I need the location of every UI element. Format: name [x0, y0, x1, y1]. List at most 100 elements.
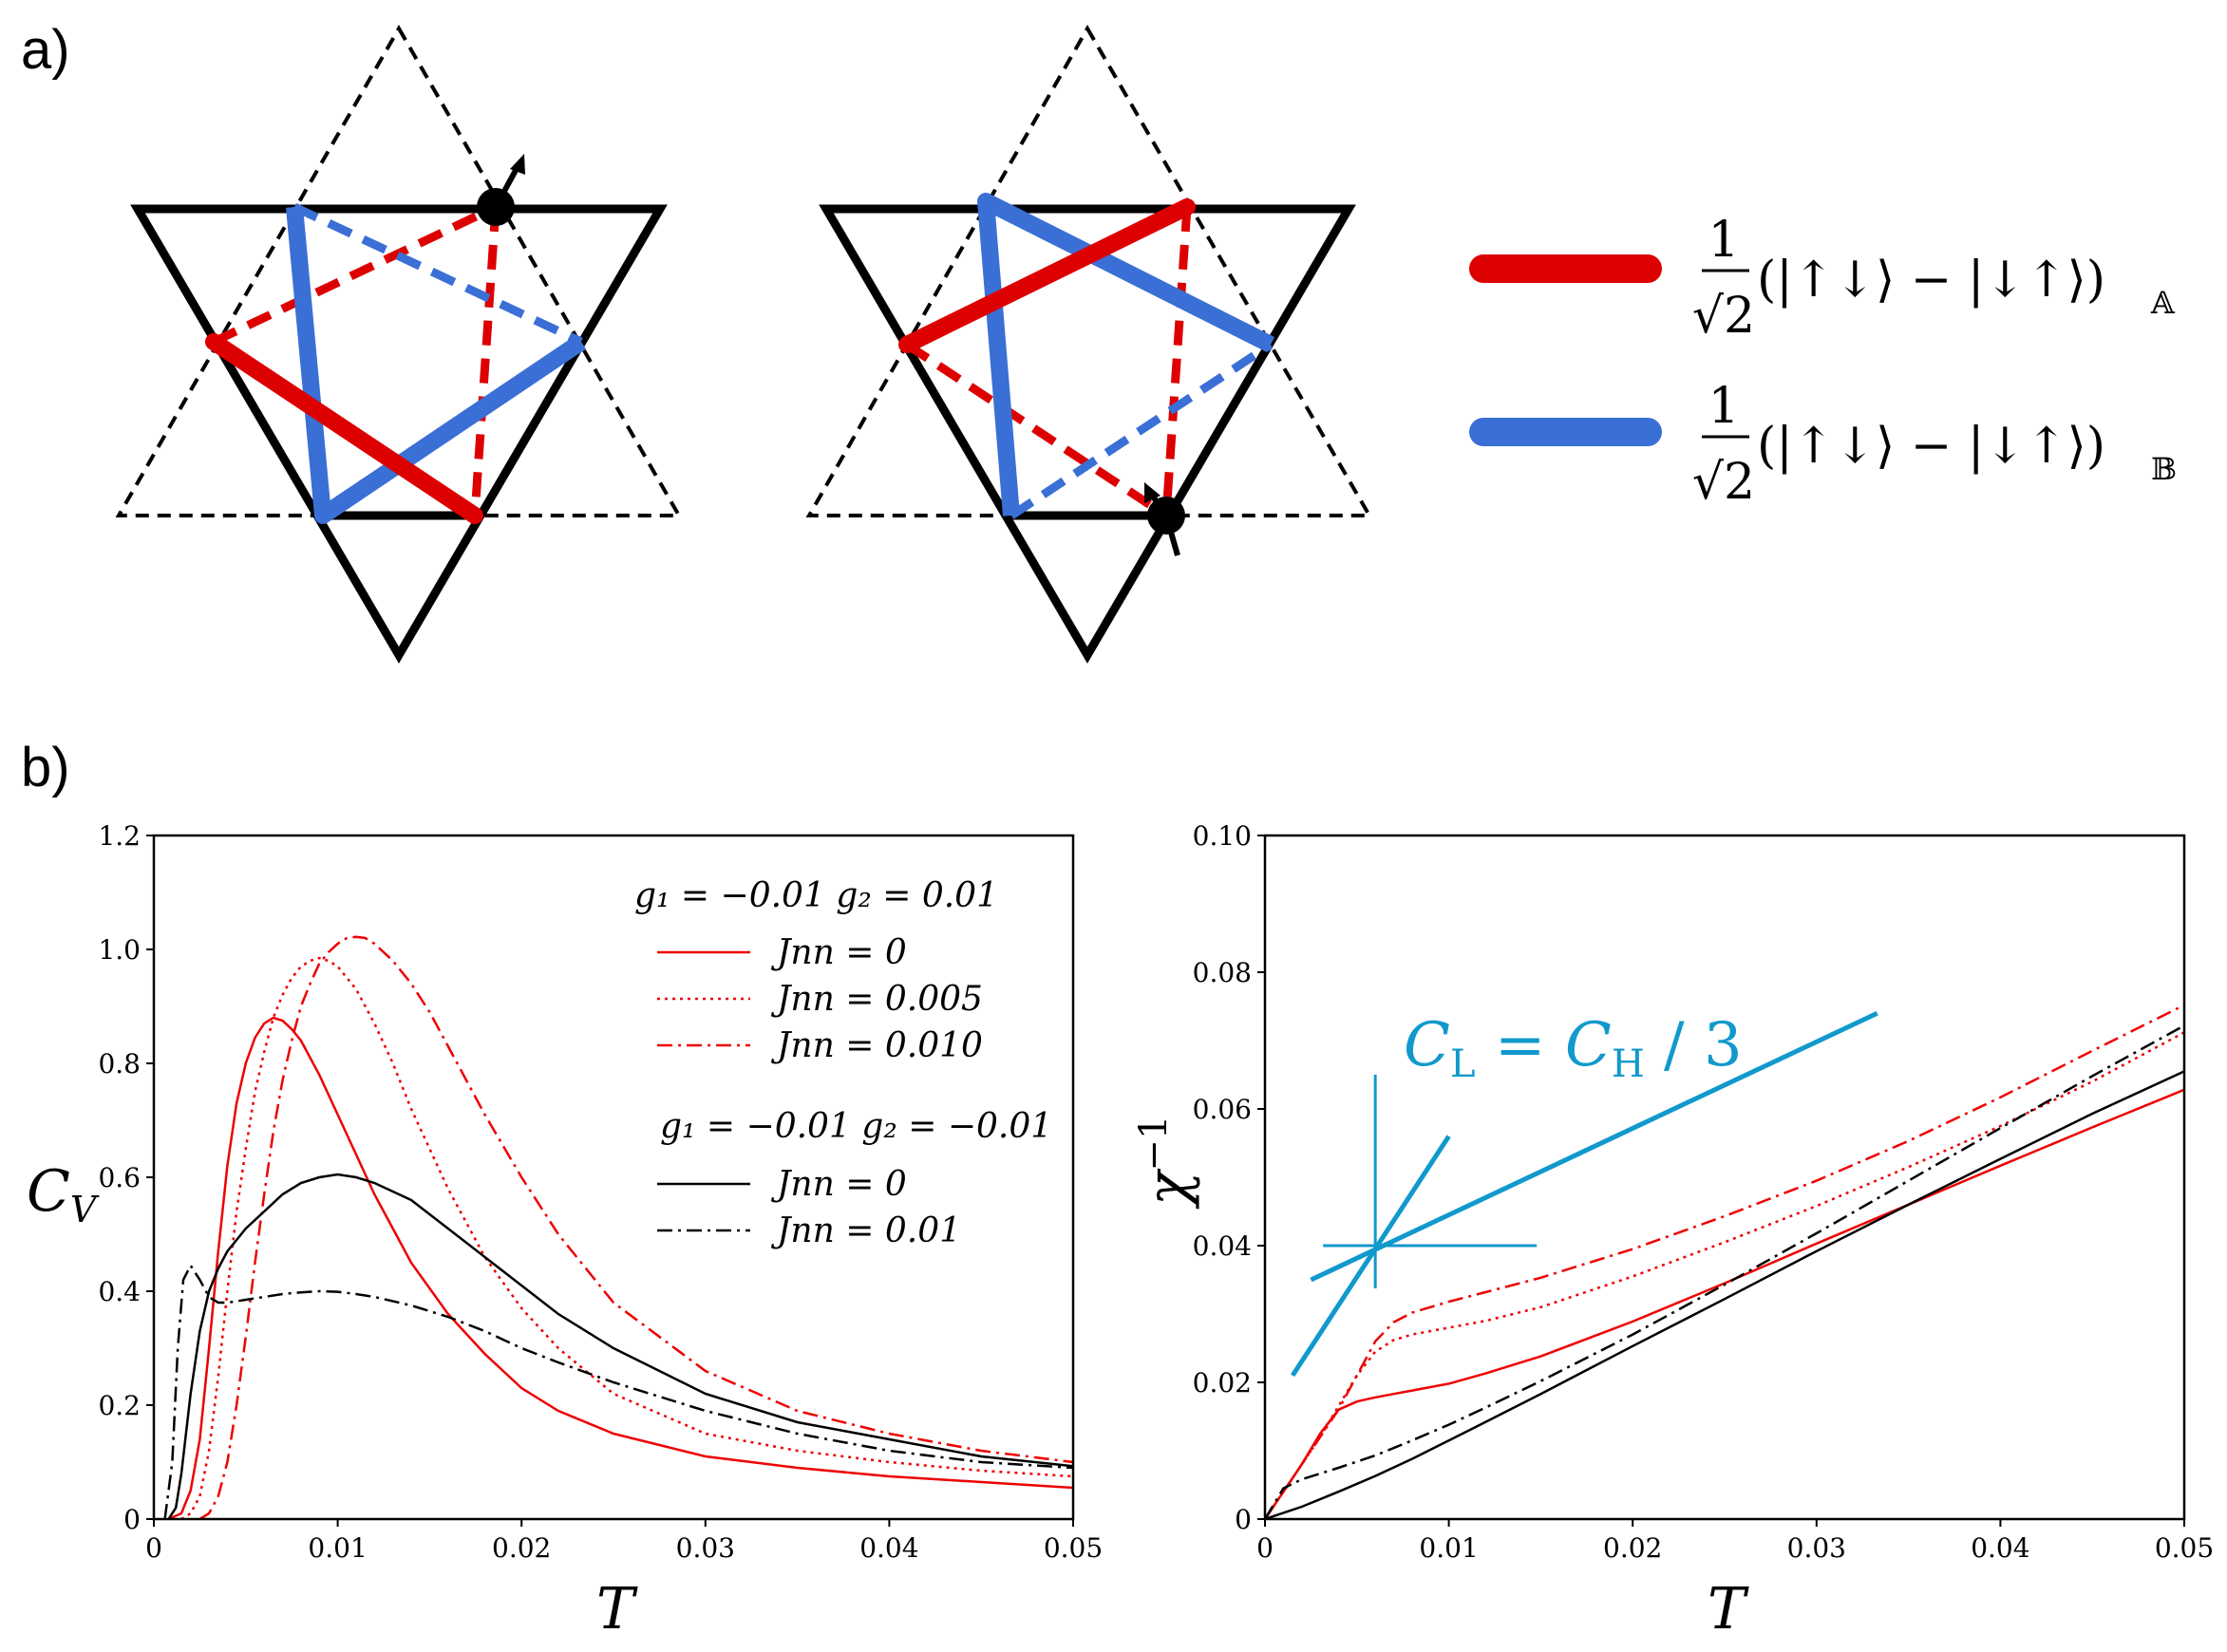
- legend-red-denominator: √2: [1692, 288, 1755, 345]
- chi-ytick-label: 0.08: [1193, 957, 1252, 988]
- cv-ytick-label: 0.8: [98, 1048, 141, 1079]
- cv-legend-label: Jnn = 0.005: [770, 980, 983, 1019]
- chi-xtick-label: 0.01: [1419, 1532, 1478, 1564]
- legend-red-state: (|↑↓⟩ − |↓↑⟩): [1757, 252, 2105, 309]
- dashed-triangle-up: [115, 24, 683, 517]
- cv-xtick-label: 0.05: [1044, 1532, 1103, 1564]
- annot-h: H: [1612, 1042, 1645, 1086]
- kagome-star-right: [805, 24, 1373, 664]
- spin-arrow: [1163, 515, 1180, 556]
- cv-legend-group1-title: g₁ = −0.01 g₂ = 0.01: [634, 876, 998, 915]
- chi-ytick-label: 0.10: [1193, 820, 1252, 852]
- cv-series-4: [163, 1263, 1073, 1519]
- chi-series-0: [1265, 1088, 2184, 1519]
- chi-ytick-label: 0.06: [1193, 1094, 1252, 1125]
- chi-series-4: [1265, 1024, 2184, 1519]
- annot-div: / 3: [1645, 1010, 1743, 1080]
- chi-annotation-label: CL = CH / 3: [1404, 1010, 1743, 1086]
- annot-l: L: [1450, 1042, 1476, 1086]
- cv-xtick-label: 0.02: [492, 1532, 551, 1564]
- legend-blue-subscript: 𝔹: [2151, 451, 2177, 487]
- chi-ytick-label: 0.02: [1193, 1367, 1252, 1399]
- cv-ytick-label: 1.0: [98, 934, 141, 966]
- cv-ylabel-sub: V: [70, 1189, 100, 1230]
- cv-xtick-label: 0.01: [308, 1532, 367, 1564]
- cv-ticks: 0 0.01 0.02 0.03 0.04 0.05 0 0.2 0.4 0.6 0.8 1.0 1.2: [98, 820, 1103, 1564]
- chi-xtick-label: 0.03: [1787, 1532, 1846, 1564]
- cv-chart: 0 0.01 0.02 0.03 0.04 0.05 0 0.2 0.4 0.6 0.8 1.0 1.2…: [27, 820, 1103, 1643]
- chi-xtick-label: 0.02: [1603, 1532, 1662, 1564]
- chi-ylabel-sup: −1: [1132, 1116, 1176, 1172]
- cv-legend-group2-title: g₁ = −0.01 g₂ = −0.01: [660, 1107, 1052, 1146]
- red-dashed-bond: [212, 202, 498, 347]
- panel-label-b: b): [21, 737, 70, 798]
- annot-c: C: [1404, 1010, 1450, 1080]
- chi-plot-frame: [1263, 834, 2186, 1521]
- chi-ylabel-text: χ−1: [1132, 1116, 1201, 1210]
- cv-ytick-label: 1.2: [98, 820, 141, 852]
- cv-series-0: [167, 1016, 1073, 1519]
- cv-legend-label: Jnn = 0.010: [770, 1026, 983, 1065]
- cv-xtick-label: 0.03: [676, 1532, 735, 1564]
- arrow-head-icon: [510, 154, 525, 175]
- chi-series-group: [1265, 1004, 2184, 1519]
- chi-series-1: [1265, 1031, 2184, 1519]
- cv-ytick-label: 0: [123, 1504, 141, 1535]
- annotation-steep-line: [1290, 1135, 1451, 1378]
- legend-blue-state: (|↑↓⟩ − |↓↑⟩): [1757, 418, 2105, 475]
- red-singlet-bond: [205, 333, 483, 524]
- cv-ytick-label: 0.2: [98, 1390, 141, 1421]
- chi-chart: 0 0.01 0.02 0.03 0.04 0.05 0 0.02 0.04 0.06 0.08 0.…: [1132, 820, 2214, 1643]
- chi-ticks: 0 0.01 0.02 0.03 0.04 0.05 0 0.02 0.04 0.06 0.08 0.…: [1193, 820, 2215, 1564]
- cv-ytick-label: 0.4: [98, 1276, 141, 1307]
- cv-legend-label: Jnn = 0.01: [770, 1211, 961, 1250]
- cv-ylabel: CV: [27, 1158, 100, 1230]
- annotation-shallow-line: [1310, 1010, 1878, 1283]
- chi-series-2: [1265, 1004, 2184, 1519]
- cv-series-3: [167, 1173, 1073, 1519]
- dashed-triangle-up: [805, 24, 1373, 517]
- cv-xlabel: T: [596, 1576, 638, 1643]
- panel-label-a: a): [21, 19, 70, 81]
- red-dashed-bond: [470, 206, 500, 516]
- chi-ytick-label: 0: [1235, 1504, 1252, 1535]
- legend-red-subscript: 𝔸: [2150, 285, 2176, 321]
- chi-annotation: [1290, 1010, 1878, 1378]
- solid-triangle-down: [819, 204, 1356, 664]
- chi-xtick-label: 0.04: [1971, 1532, 2029, 1564]
- solid-triangle-down: [130, 204, 668, 664]
- chi-xlabel: T: [1708, 1576, 1749, 1643]
- blue-dashed-bond: [1009, 341, 1274, 519]
- blue-singlet-bond: [286, 206, 587, 524]
- arrow-head-icon: [1144, 482, 1161, 503]
- cv-xtick-label: 0: [145, 1532, 162, 1564]
- cv-plot-frame: [152, 834, 1075, 1521]
- chi-xtick-label: 0: [1256, 1532, 1274, 1564]
- chi-series-3: [1265, 1070, 2184, 1519]
- chi-ytick-label: 0.04: [1193, 1230, 1252, 1262]
- cv-series-2: [198, 935, 1073, 1519]
- blue-singlet-bond: [977, 193, 1275, 516]
- cv-series-1: [180, 956, 1073, 1519]
- red-dashed-bond: [1161, 206, 1192, 516]
- cv-ytick-label: 0.6: [98, 1162, 141, 1193]
- annot-c2: C: [1565, 1010, 1612, 1080]
- kagome-star-left: [115, 24, 683, 664]
- chi-ylabel: χ−1: [1132, 1116, 1201, 1210]
- red-singlet-bond: [898, 198, 1196, 353]
- red-dashed-bond: [904, 341, 1169, 519]
- legend-red-numerator: 1: [1708, 212, 1739, 269]
- annot-eq: =: [1476, 1010, 1565, 1080]
- chi-ylabel-main: χ: [1135, 1168, 1201, 1210]
- chi-xtick-label: 0.05: [2155, 1532, 2214, 1564]
- cv-legend-label: Jnn = 0: [770, 1165, 907, 1204]
- cv-series-group: [163, 935, 1073, 1519]
- cv-legend-label: Jnn = 0: [770, 933, 907, 972]
- cv-xtick-label: 0.04: [859, 1532, 918, 1564]
- legend-blue-numerator: 1: [1708, 378, 1739, 435]
- blue-dashed-bond: [293, 202, 583, 347]
- cv-legend: g₁ = −0.01 g₂ = 0.01 Jnn = 0 Jnn = 0.005…: [634, 876, 1052, 1250]
- legend-blue-denominator: √2: [1692, 454, 1755, 511]
- cv-ylabel-main: C: [27, 1158, 70, 1225]
